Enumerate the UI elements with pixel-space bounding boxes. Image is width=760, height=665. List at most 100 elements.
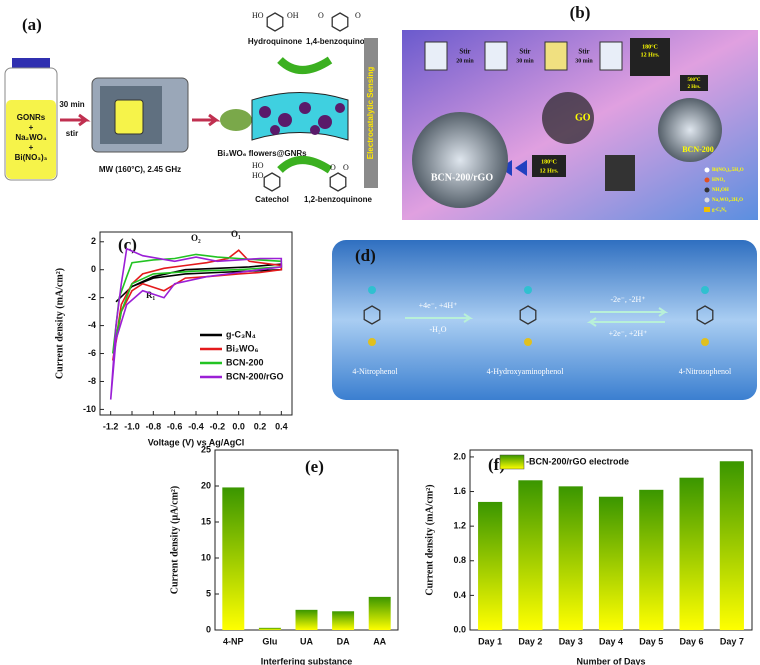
jar-lid — [12, 58, 50, 68]
x-axis-title: Interfering substance — [261, 656, 353, 665]
y-tick-label: 0.0 — [453, 624, 466, 634]
precursor: GONRs — [17, 113, 46, 122]
legend-text: HNO₃ — [712, 178, 725, 183]
legend-text: Bi(NO₃)₃.5H₂O — [712, 168, 744, 173]
molecule-name: 1,4-benzoquinone — [306, 37, 375, 46]
condition: 12 Hrs. — [641, 52, 660, 58]
bar — [719, 461, 744, 630]
y-tick-label: -2 — [88, 292, 96, 302]
stir-time: 30 min — [575, 58, 593, 64]
atom — [368, 286, 376, 294]
x-tick-label: Day 4 — [599, 636, 623, 646]
panel-d: (d) +4e⁻, +4H⁺ -H₂O -2e⁻, -2H⁺ +2e⁻, +2H… — [332, 240, 757, 400]
bar — [332, 611, 355, 630]
y-tick-label: -6 — [88, 348, 96, 358]
reaction-condition: +4e⁻, +4H⁺ — [419, 301, 458, 310]
legend-icon — [704, 187, 710, 193]
autoclave-tag — [532, 155, 566, 177]
x-tick-label: 0.4 — [275, 421, 288, 431]
legend: Bi(NO₃)₃.5H₂O HNO₃ NH₄OH Na₂WO₄.2H₂O g-C… — [704, 167, 744, 213]
group: HO — [252, 171, 264, 180]
arrow — [277, 156, 333, 174]
ring — [266, 12, 284, 32]
ring — [263, 172, 281, 192]
reaction-condition: -H₂O — [429, 325, 446, 334]
y-tick-label: 10 — [201, 552, 211, 562]
y-tick-label: 0 — [206, 624, 211, 634]
cv-curve — [112, 253, 283, 354]
x-tick-label: Day 5 — [639, 636, 663, 646]
legend-icon — [704, 197, 710, 203]
molecule-name: Catechol — [255, 195, 289, 204]
legend-label: Bi₂WO₆ — [226, 343, 259, 353]
y-tick-label: 20 — [201, 480, 211, 490]
y-tick-label: 0.8 — [453, 555, 466, 565]
molecule-name: Hydroquinone — [248, 37, 303, 46]
panel-b: (b) Stir 20 min Stir 30 min Stir 30 min … — [402, 3, 758, 220]
precursor: Bi(NO₃)₃ — [15, 153, 48, 162]
legend-swatch — [499, 454, 525, 470]
ring — [329, 172, 347, 192]
bar — [478, 501, 503, 630]
atom — [701, 286, 709, 294]
go-label: GO — [575, 112, 591, 123]
x-tick-label: AA — [373, 636, 386, 646]
compound-name: 4-Nitrosophenol — [679, 367, 732, 376]
y-tick-label: 2.0 — [453, 451, 466, 461]
compound-name: 4-Nitrophenol — [352, 367, 398, 376]
panel-a: (a) GONRs + Na₂WO₄ + Bi(NO₃)₃ 30 min sti… — [4, 11, 378, 204]
group: O — [343, 163, 349, 172]
group: HO — [252, 11, 264, 20]
legend-icon — [704, 167, 710, 173]
precursor: + — [29, 143, 34, 152]
x-tick-label: 0.0 — [232, 421, 245, 431]
autoclave — [605, 155, 635, 191]
y-tick-label: 15 — [201, 516, 211, 526]
flowers — [259, 102, 345, 135]
arrow — [405, 313, 474, 323]
bcn-sphere — [658, 98, 722, 162]
peak-label: R₁ — [146, 290, 155, 300]
panel-label: (a) — [22, 15, 42, 34]
condition: 500°C — [687, 78, 700, 83]
x-tick-label: -0.8 — [146, 421, 162, 431]
panel-label: (d) — [355, 246, 376, 265]
step-label: stir — [66, 129, 78, 138]
stir: Stir — [578, 48, 589, 56]
x-tick-label: -0.2 — [210, 421, 226, 431]
atom — [368, 338, 376, 346]
beaker — [424, 41, 448, 71]
group: HO — [252, 161, 264, 170]
arrow — [586, 307, 669, 327]
group: O — [318, 11, 324, 20]
legend-label: g-C₃N₄ — [226, 329, 256, 339]
arrow — [192, 113, 221, 127]
composite-label: BCN-200/rGO — [431, 172, 493, 183]
x-tick-label: Day 7 — [720, 636, 744, 646]
x-tick-label: -1.2 — [103, 421, 119, 431]
x-tick-label: Day 6 — [680, 636, 704, 646]
vessel — [114, 99, 144, 135]
atom — [701, 338, 709, 346]
legend-icon — [704, 207, 710, 212]
beaker — [599, 41, 623, 71]
bar — [258, 627, 281, 630]
sensing-bar — [364, 38, 378, 188]
chart-title: (e) — [305, 457, 324, 476]
y-tick-label: 25 — [201, 444, 211, 454]
stir-time: 30 min — [516, 58, 534, 64]
atom — [524, 286, 532, 294]
y-tick-label: 0.4 — [453, 590, 466, 600]
bar — [598, 496, 624, 630]
cv-curve — [109, 247, 283, 400]
x-tick-label: 4-NP — [223, 636, 244, 646]
y-tick-label: -10 — [83, 404, 96, 414]
bar — [558, 486, 583, 630]
condition: 180°C — [541, 158, 557, 165]
reaction-condition: -2e⁻, -2H⁺ — [610, 295, 645, 304]
bcn-label: BCN-200 — [682, 145, 714, 154]
sensing-label: Electrocatalytic Sensing — [366, 67, 375, 160]
autoclave — [630, 38, 670, 76]
peak-label: O₂ — [191, 233, 201, 243]
stir: Stir — [459, 48, 470, 56]
